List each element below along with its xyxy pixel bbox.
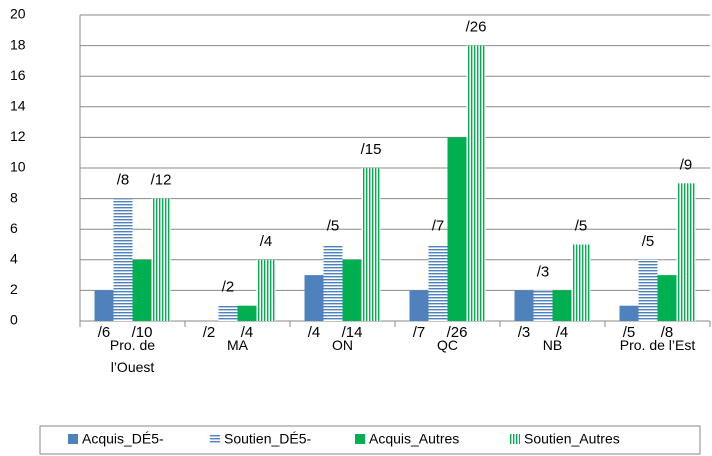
bar-annotation: /7 bbox=[413, 324, 426, 341]
bar-annotation: /5 bbox=[575, 217, 588, 234]
bar bbox=[342, 259, 362, 321]
bar-annotation: /26 bbox=[447, 324, 468, 341]
legend-swatch bbox=[510, 434, 520, 444]
y-tick-label: 10 bbox=[10, 159, 26, 175]
bar-annotation: /5 bbox=[327, 217, 340, 234]
bar-annotation: /5 bbox=[623, 324, 636, 341]
y-tick-label: 8 bbox=[10, 189, 18, 205]
bar bbox=[514, 290, 534, 321]
legend-box bbox=[39, 425, 701, 455]
y-tick-label: 4 bbox=[10, 251, 18, 267]
y-tick-label: 12 bbox=[10, 128, 26, 144]
bar bbox=[571, 244, 591, 321]
bar bbox=[256, 259, 276, 321]
bar-annotation: /7 bbox=[432, 217, 445, 234]
legend-swatch bbox=[355, 434, 365, 444]
legend-label: Soutien_DÉ5- bbox=[224, 431, 312, 447]
bar-annotation: /15 bbox=[361, 141, 382, 158]
bar bbox=[638, 259, 658, 321]
bar bbox=[552, 290, 572, 321]
x-tick-label: NB bbox=[542, 337, 563, 353]
bar bbox=[361, 168, 381, 321]
y-tick-label: 18 bbox=[10, 36, 26, 52]
x-tick-label: QC bbox=[437, 337, 458, 353]
bar-annotation: /14 bbox=[342, 324, 363, 341]
bar-annotation: /4 bbox=[556, 324, 569, 341]
y-tick-label: 2 bbox=[10, 281, 18, 297]
y-tick-label: 14 bbox=[10, 98, 26, 114]
bar-annotation: /3 bbox=[518, 324, 531, 341]
x-tick-label: ON bbox=[332, 337, 353, 353]
bar-annotation: /4 bbox=[308, 324, 321, 341]
bar bbox=[132, 259, 152, 321]
bar bbox=[676, 183, 696, 321]
bar bbox=[409, 290, 429, 321]
bar bbox=[113, 198, 133, 321]
bar-annotation: /10 bbox=[132, 324, 153, 341]
y-tick-label: 0 bbox=[10, 312, 18, 328]
x-tick-label: MA bbox=[227, 337, 248, 353]
bar-annotation: /8 bbox=[117, 172, 130, 189]
bar bbox=[94, 290, 114, 321]
y-tick-label: 16 bbox=[10, 67, 26, 83]
bar bbox=[237, 305, 257, 321]
bar-annotation: /2 bbox=[203, 324, 216, 341]
bar-annotation: /2 bbox=[222, 279, 235, 296]
bar bbox=[218, 305, 238, 321]
bar bbox=[657, 275, 677, 321]
bar bbox=[619, 305, 639, 321]
legend-swatch bbox=[68, 434, 78, 444]
bar-annotation: /12 bbox=[151, 172, 172, 189]
legend-label: Acquis_DÉ5- bbox=[82, 431, 164, 447]
bar bbox=[304, 275, 324, 321]
bar bbox=[151, 198, 171, 321]
y-tick-label: 20 bbox=[10, 6, 26, 22]
bar-annotation: /5 bbox=[642, 233, 655, 250]
bar bbox=[466, 45, 486, 321]
bar-annotation: /6 bbox=[98, 324, 111, 341]
x-tick-label: Pro. de l’Est bbox=[619, 337, 696, 353]
bar bbox=[323, 244, 343, 321]
bar-annotation: /4 bbox=[241, 324, 254, 341]
bar bbox=[447, 137, 467, 321]
bar-annotation: /3 bbox=[537, 263, 550, 280]
bar bbox=[428, 244, 448, 321]
x-tick-label: Pro. de l’Ouest bbox=[109, 337, 156, 375]
bar-annotation: /8 bbox=[661, 324, 674, 341]
y-tick-label: 6 bbox=[10, 220, 18, 236]
bar-annotation: /26 bbox=[466, 19, 487, 36]
bar bbox=[533, 290, 553, 321]
legend-swatch bbox=[210, 434, 220, 444]
bar-annotation: /4 bbox=[260, 233, 273, 250]
legend-label: Soutien_Autres bbox=[524, 431, 620, 447]
bar-annotation: /9 bbox=[680, 156, 693, 173]
legend-label: Acquis_Autres bbox=[369, 431, 459, 447]
